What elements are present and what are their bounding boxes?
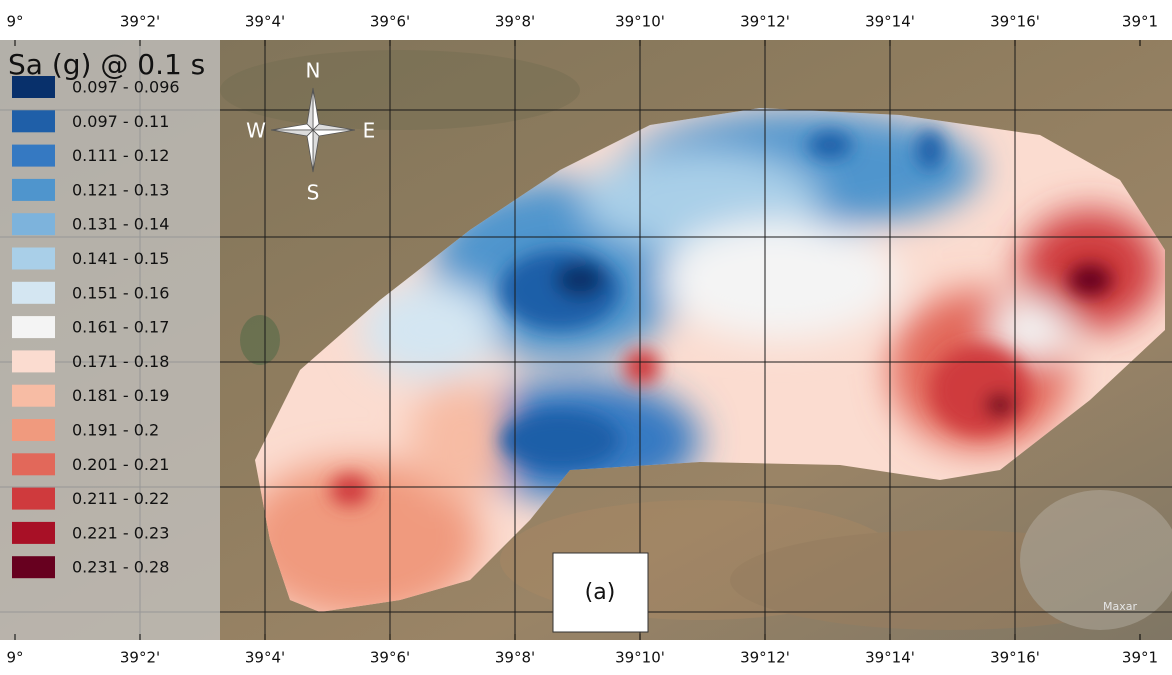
legend-swatch (12, 110, 55, 132)
bottom-coordinate-label: 39°2' (120, 649, 160, 667)
legend-label: 0.191 - 0.2 (72, 421, 159, 440)
legend-swatch (12, 316, 55, 338)
top-coordinate-label: 39°6' (370, 13, 410, 31)
bottom-coordinate-label: 39°4' (245, 649, 285, 667)
legend-swatch (12, 213, 55, 235)
legend-label: 0.181 - 0.19 (72, 386, 169, 405)
bottom-coordinate-label: 39°10' (615, 649, 665, 667)
bottom-coordinate-label: 9° (6, 649, 23, 667)
legend-label: 0.211 - 0.22 (72, 489, 169, 508)
bottom-coordinate-label: 39°8' (495, 649, 535, 667)
map-figure: Sa (g) @ 0.1 s 0.097 - 0.0960.097 - 0.11… (0, 0, 1172, 671)
bottom-coordinate-label: 39°1 (1122, 649, 1158, 667)
top-coordinate-label: 9° (6, 13, 23, 31)
top-coordinate-label: 39°1 (1122, 13, 1158, 31)
top-coordinate-label: 39°12' (740, 13, 790, 31)
legend-swatch (12, 179, 55, 201)
bottom-coordinate-label: 39°12' (740, 649, 790, 667)
bottom-coordinate-label: 39°16' (990, 649, 1040, 667)
top-coordinate-label: 39°4' (245, 13, 285, 31)
legend: 0.097 - 0.096 0.097 - 0.11 0.111 - 0.12 0.1… (12, 76, 180, 578)
legend-swatch (12, 419, 55, 441)
legend-swatch (12, 282, 55, 304)
compass-east: E (363, 119, 376, 143)
top-coordinate-label: 39°10' (615, 13, 665, 31)
legend-label: 0.097 - 0.096 (72, 78, 180, 97)
panel-label: (a) (585, 580, 616, 605)
legend-swatch (12, 145, 55, 167)
legend-swatch (12, 522, 55, 544)
top-coordinate-label: 39°14' (865, 13, 915, 31)
legend-label: 0.121 - 0.13 (72, 180, 169, 199)
legend-swatch (12, 76, 55, 98)
legend-label: 0.171 - 0.18 (72, 352, 169, 371)
legend-swatch (12, 453, 55, 475)
bottom-coordinate-label: 39°14' (865, 649, 915, 667)
top-coordinate-label: 39°2' (120, 13, 160, 31)
legend-swatch (12, 385, 55, 407)
legend-label: 0.201 - 0.21 (72, 455, 169, 474)
legend-swatch (12, 488, 55, 510)
attribution: Maxar (1103, 600, 1137, 613)
top-coordinate-label: 39°16' (990, 13, 1040, 31)
top-coordinate-label: 39°8' (495, 13, 535, 31)
legend-label: 0.221 - 0.23 (72, 523, 169, 542)
compass-west: W (246, 119, 266, 143)
compass-south: S (307, 181, 320, 205)
legend-label: 0.111 - 0.12 (72, 146, 169, 165)
legend-label: 0.131 - 0.14 (72, 215, 169, 234)
legend-swatch (12, 556, 55, 578)
legend-label: 0.097 - 0.11 (72, 112, 169, 131)
bottom-coordinate-label: 39°6' (370, 649, 410, 667)
legend-label: 0.151 - 0.16 (72, 283, 169, 302)
legend-label: 0.161 - 0.17 (72, 318, 169, 337)
compass-north: N (306, 59, 321, 83)
legend-swatch (12, 248, 55, 270)
legend-label: 0.141 - 0.15 (72, 249, 169, 268)
legend-swatch (12, 350, 55, 372)
legend-label: 0.231 - 0.28 (72, 558, 169, 577)
